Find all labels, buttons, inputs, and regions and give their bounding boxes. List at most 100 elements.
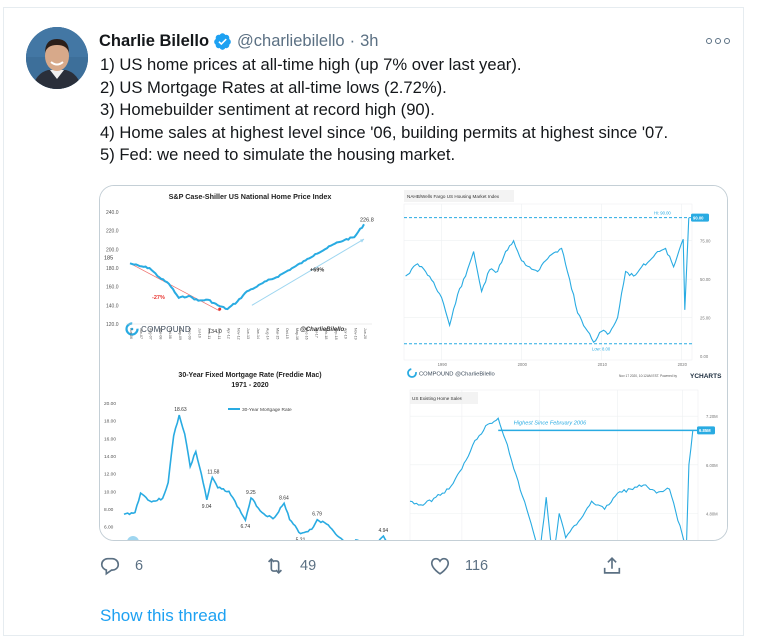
svg-text:6.00: 6.00 xyxy=(104,525,114,531)
svg-text:COMPOUND: COMPOUND xyxy=(141,325,191,334)
svg-text:240.0: 240.0 xyxy=(106,210,119,216)
svg-text:Oct-08: Oct-08 xyxy=(168,328,172,339)
svg-text:160.0: 160.0 xyxy=(106,285,119,291)
chart-case-shiller[interactable]: S&P Case-Shiller US National Home Price … xyxy=(100,186,400,369)
svg-text:Sep-18: Sep-18 xyxy=(334,328,338,340)
more-dot-icon xyxy=(724,38,730,44)
svg-text:226.8: 226.8 xyxy=(360,217,374,223)
svg-text:5.21: 5.21 xyxy=(296,538,306,541)
svg-text:6.79: 6.79 xyxy=(312,512,322,518)
svg-text:11.58: 11.58 xyxy=(207,469,219,475)
tweet-actions: 6 49 116 xyxy=(99,553,639,579)
svg-text:Mar-08: Mar-08 xyxy=(158,328,162,339)
svg-text:30-Year Mortgage Rate: 30-Year Mortgage Rate xyxy=(242,407,292,413)
svg-text:2020: 2020 xyxy=(678,362,688,367)
svg-text:Jul-10: Jul-10 xyxy=(197,328,201,338)
svg-text:120.0: 120.0 xyxy=(106,322,119,328)
svg-text:0.00: 0.00 xyxy=(700,354,709,359)
svg-text:S&P Case-Shiller US National H: S&P Case-Shiller US National Home Price … xyxy=(169,192,332,201)
svg-text:25.00: 25.00 xyxy=(700,316,711,321)
share-icon xyxy=(603,557,621,574)
svg-text:+69%: +69% xyxy=(310,268,324,274)
svg-text:Jan-14: Jan-14 xyxy=(256,328,260,339)
svg-text:Oct-15: Oct-15 xyxy=(285,328,289,339)
svg-text:Low: 8.00: Low: 8.00 xyxy=(592,347,611,352)
svg-text:200.0: 200.0 xyxy=(106,247,119,253)
svg-text:134.0: 134.0 xyxy=(208,329,222,335)
svg-text:2010: 2010 xyxy=(598,362,608,367)
media-grid: S&P Case-Shiller US National Home Price … xyxy=(99,185,728,541)
profile-photo-icon xyxy=(26,27,88,89)
svg-text:Nov 17 2020, 10:12AM EST. Powe: Nov 17 2020, 10:12AM EST. Powered by xyxy=(619,374,677,378)
author-handle[interactable]: @charliebilello xyxy=(237,31,345,50)
svg-text:9.04: 9.04 xyxy=(202,504,212,510)
svg-text:8.64: 8.64 xyxy=(279,495,289,501)
svg-text:Nov-19: Nov-19 xyxy=(353,328,357,340)
svg-text:220.0: 220.0 xyxy=(106,229,119,235)
chart-mortgage-rate[interactable]: 30-Year Fixed Mortgage Rate (Freddie Mac… xyxy=(100,369,400,541)
more-options-button[interactable] xyxy=(706,34,730,48)
tweet-header: Charlie Bilello @charliebilello · 3h xyxy=(99,30,378,52)
svg-text:18.63: 18.63 xyxy=(174,407,187,413)
svg-text:Jun-06: Jun-06 xyxy=(129,328,133,339)
show-thread-link[interactable]: Show this thread xyxy=(100,606,227,625)
svg-text:@CharlieBilello: @CharlieBilello xyxy=(300,327,345,333)
tweet-text: 1) US home prices at all-time high (up 7… xyxy=(100,54,668,167)
svg-text:Feb-11: Feb-11 xyxy=(207,328,211,339)
more-dot-icon xyxy=(715,38,721,44)
tweet-timestamp[interactable]: 3h xyxy=(360,31,379,50)
svg-text:Jul-17: Jul-17 xyxy=(314,328,318,338)
svg-text:2000: 2000 xyxy=(518,362,528,367)
tweet-line: 3) Homebuilder sentiment at record high … xyxy=(100,100,435,119)
svg-text:10.00: 10.00 xyxy=(104,489,116,495)
svg-text:180.0: 180.0 xyxy=(106,266,119,272)
tweet-card[interactable]: Charlie Bilello @charliebilello · 3h 1) … xyxy=(3,7,744,636)
reply-icon xyxy=(100,557,120,576)
retweet-button[interactable]: 49 xyxy=(264,553,316,579)
avatar[interactable] xyxy=(26,27,88,89)
svg-text:Jun-13: Jun-13 xyxy=(246,328,250,339)
svg-text:14.00: 14.00 xyxy=(104,454,116,460)
svg-text:50.00: 50.00 xyxy=(700,277,711,282)
svg-text:Nov-12: Nov-12 xyxy=(236,328,240,340)
svg-text:Highest Since February 2006: Highest Since February 2006 xyxy=(514,420,587,426)
svg-text:-27%: -27% xyxy=(152,295,165,301)
svg-text:US Existing Home Sales: US Existing Home Sales xyxy=(412,396,463,401)
verified-badge-icon xyxy=(214,32,231,50)
svg-text:Aug-07: Aug-07 xyxy=(149,328,153,340)
svg-text:May-16: May-16 xyxy=(295,328,299,340)
tweet-line: 2) US Mortgage Rates at all-time lows (2… xyxy=(100,77,447,97)
svg-text:4.94: 4.94 xyxy=(378,528,388,534)
heart-icon xyxy=(430,557,450,575)
svg-text:Apr-12: Apr-12 xyxy=(227,328,231,339)
svg-text:Dec-16: Dec-16 xyxy=(305,328,309,340)
svg-text:18.00: 18.00 xyxy=(104,419,116,425)
author-name[interactable]: Charlie Bilello xyxy=(99,31,210,50)
share-button[interactable] xyxy=(601,553,623,579)
svg-text:Mar-15: Mar-15 xyxy=(275,328,279,339)
svg-text:Sep-11: Sep-11 xyxy=(217,328,221,339)
svg-text:8.00: 8.00 xyxy=(104,507,114,513)
svg-text:NAHB/Wells Fargo US Housing Ma: NAHB/Wells Fargo US Housing Market Index xyxy=(407,194,500,199)
tweet-line: 1) US home prices at all-time high (up 7… xyxy=(100,55,522,74)
retweet-count: 49 xyxy=(300,558,317,574)
retweet-icon xyxy=(267,557,283,575)
svg-text:12.00: 12.00 xyxy=(104,472,116,478)
svg-text:Feb-18: Feb-18 xyxy=(324,328,328,339)
svg-text:140.0: 140.0 xyxy=(106,303,119,309)
media-gutter xyxy=(400,186,402,540)
svg-text:YCHARTS: YCHARTS xyxy=(690,373,722,380)
svg-text:Aug-14: Aug-14 xyxy=(266,328,270,340)
reply-button[interactable]: 6 xyxy=(99,553,143,579)
svg-text:7.20M: 7.20M xyxy=(706,414,718,419)
chart-nahb-index[interactable]: NAHB/Wells Fargo US Housing Market Index… xyxy=(402,186,727,384)
chart-existing-home-sales[interactable]: US Existing Home Sales 7.20M 6.00M 4.80M Hig… xyxy=(402,386,727,540)
svg-text:16.00: 16.00 xyxy=(104,436,116,442)
tweet-line: 5) Fed: we need to simulate the housing … xyxy=(100,145,456,164)
svg-text:Apr-19: Apr-19 xyxy=(344,328,348,339)
svg-text:6.85M: 6.85M xyxy=(699,428,711,433)
like-button[interactable]: 116 xyxy=(429,553,488,579)
separator: · xyxy=(349,31,356,50)
svg-text:Jan-07: Jan-07 xyxy=(139,328,143,339)
svg-text:9.25: 9.25 xyxy=(246,490,256,496)
